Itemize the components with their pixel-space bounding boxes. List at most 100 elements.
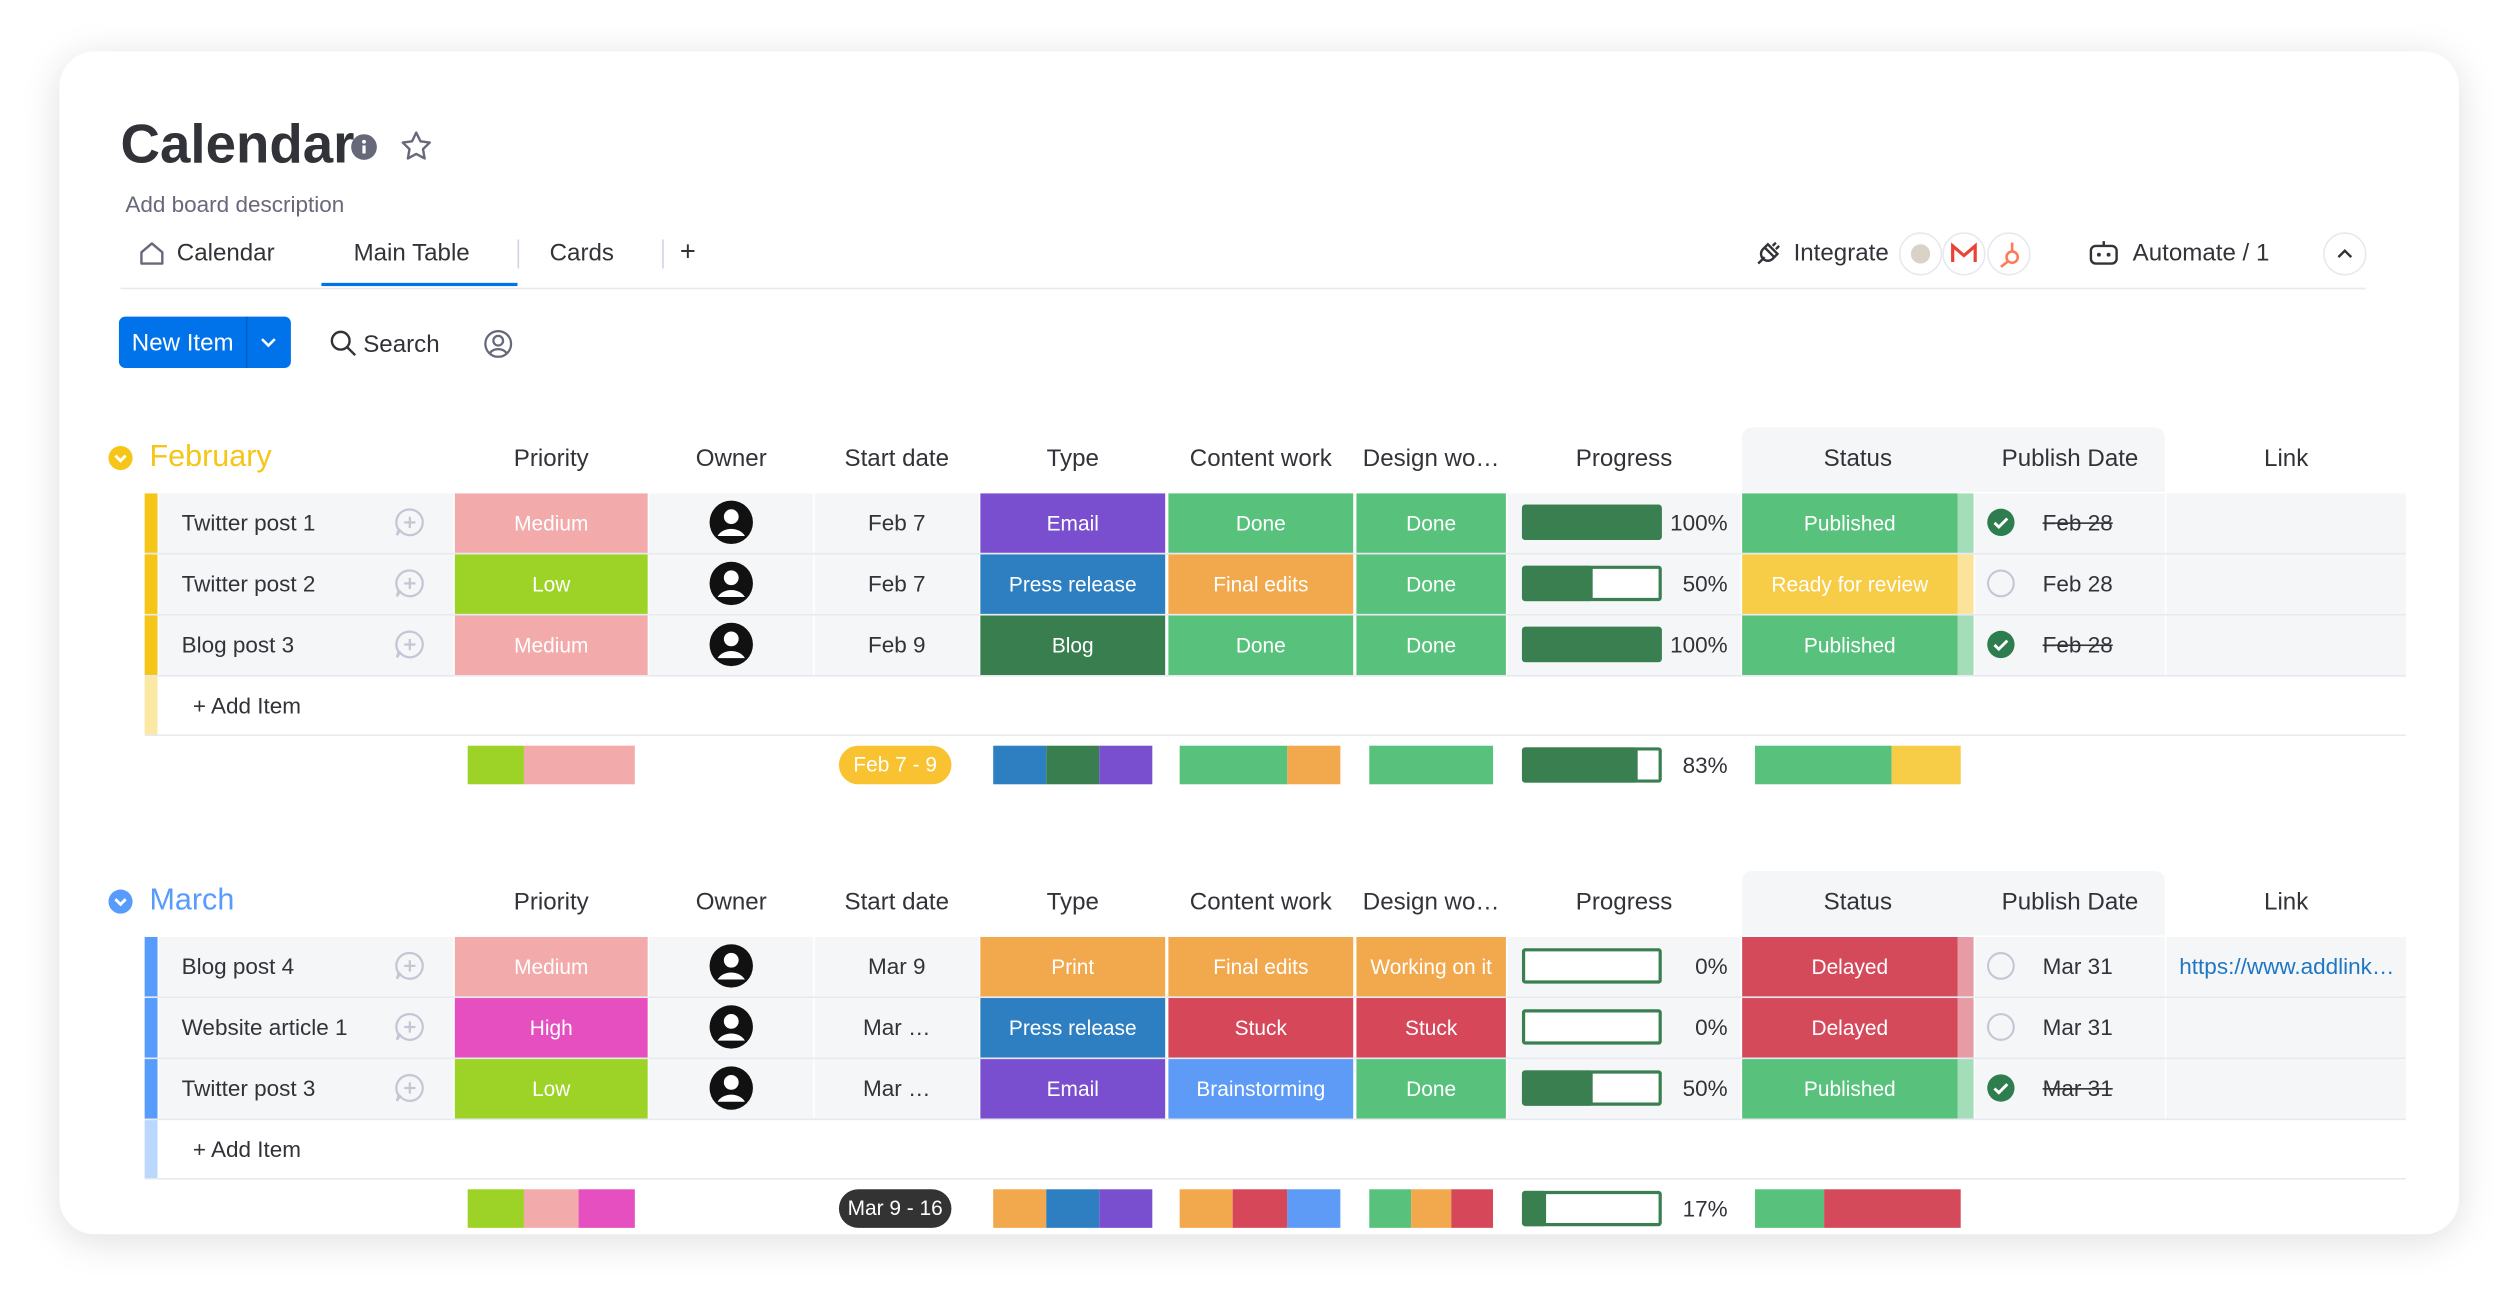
status-cell[interactable]	[454, 493, 648, 553]
link[interactable]: https://www.addlink…	[2179, 953, 2395, 979]
person-filter-icon[interactable]	[482, 328, 514, 360]
status-cell[interactable]	[1168, 615, 1354, 676]
status-cell[interactable]	[454, 615, 648, 676]
status-label[interactable]: Stuck	[1234, 1015, 1287, 1040]
status-cell[interactable]	[1168, 1059, 1354, 1119]
status-cell[interactable]	[1742, 998, 1958, 1058]
status-cell[interactable]	[1168, 998, 1354, 1058]
integrate-button[interactable]: Integrate	[1793, 239, 1889, 267]
group-title[interactable]: February	[149, 440, 272, 475]
add-view[interactable]: +	[679, 236, 696, 267]
column-header[interactable]: Content work	[1189, 888, 1332, 917]
owner-avatar[interactable]	[709, 1004, 754, 1057]
status-label[interactable]: Press release	[1008, 1015, 1137, 1040]
status-label[interactable]: Working on it	[1370, 954, 1492, 979]
owner-avatar[interactable]	[709, 561, 754, 614]
status-cell[interactable]	[980, 936, 1166, 997]
status-cell[interactable]	[980, 554, 1166, 614]
comment-icon[interactable]	[394, 1072, 426, 1112]
column-header[interactable]: Design wo…	[1362, 445, 1500, 473]
column-header[interactable]: Type	[1046, 445, 1099, 473]
comment-icon[interactable]	[394, 628, 426, 668]
column-header[interactable]: Start date	[844, 445, 950, 473]
column-header[interactable]: Content work	[1189, 445, 1332, 473]
status-cell[interactable]	[1742, 615, 1958, 676]
status-cell[interactable]	[1356, 615, 1506, 676]
comment-icon[interactable]	[394, 950, 426, 990]
item-name[interactable]: Twitter post 3	[181, 1075, 316, 1101]
status-cell[interactable]	[1356, 554, 1506, 614]
status-label[interactable]: Stuck	[1405, 1015, 1458, 1040]
comment-icon[interactable]	[394, 1011, 426, 1051]
status-label[interactable]: Print	[1051, 954, 1095, 979]
add-item[interactable]: + Add Item	[192, 692, 302, 719]
group-toggle[interactable]	[108, 445, 134, 479]
status-label[interactable]: Blog	[1051, 633, 1094, 658]
column-header[interactable]: Progress	[1575, 445, 1673, 473]
status-label[interactable]: Final edits	[1213, 572, 1309, 597]
column-header[interactable]: Owner	[695, 888, 767, 917]
owner-avatar[interactable]	[709, 943, 754, 996]
status-cell[interactable]	[1356, 1059, 1506, 1119]
tab[interactable]: Calendar	[176, 239, 275, 267]
comment-icon[interactable]	[394, 567, 426, 607]
status-label[interactable]: Low	[532, 572, 571, 597]
board-description[interactable]: Add board description	[125, 191, 345, 217]
status-label[interactable]: Delayed	[1811, 1015, 1889, 1040]
column-header[interactable]: Publish Date	[2001, 888, 2139, 917]
status-cell[interactable]	[1742, 493, 1958, 553]
status-label[interactable]: Email	[1046, 511, 1099, 536]
status-cell[interactable]	[1742, 554, 1958, 614]
status-cell[interactable]	[454, 1059, 648, 1119]
column-header[interactable]: Link	[2264, 445, 2309, 473]
status-cell[interactable]	[1356, 936, 1506, 997]
status-label[interactable]: Email	[1046, 1076, 1099, 1101]
status-cell[interactable]	[1742, 936, 1958, 997]
status-cell[interactable]	[1168, 554, 1354, 614]
status-label[interactable]: Press release	[1008, 572, 1137, 597]
owner-avatar[interactable]	[709, 1066, 754, 1119]
status-label[interactable]: Published	[1803, 1076, 1896, 1101]
status-label[interactable]: Brainstorming	[1196, 1076, 1326, 1101]
item-name[interactable]: Twitter post 1	[181, 509, 316, 536]
status-label[interactable]: Done	[1235, 633, 1286, 658]
status-cell[interactable]	[1168, 493, 1354, 553]
status-cell[interactable]	[980, 615, 1166, 676]
new-item-dropdown[interactable]	[257, 331, 280, 354]
item-name[interactable]: Website article 1	[181, 1014, 348, 1040]
column-header[interactable]: Design wo…	[1362, 888, 1500, 917]
column-header[interactable]: Publish Date	[2001, 445, 2139, 473]
collapse-button[interactable]	[2322, 231, 2367, 276]
status-label[interactable]: Medium	[514, 954, 589, 979]
status-cell[interactable]	[1168, 936, 1354, 997]
column-header[interactable]: Priority	[513, 445, 589, 473]
status-label[interactable]: Medium	[514, 633, 589, 658]
column-header[interactable]: Priority	[513, 888, 589, 917]
owner-avatar[interactable]	[709, 500, 754, 553]
status-cell[interactable]	[980, 998, 1166, 1058]
automate-button[interactable]: Automate / 1	[2132, 239, 2270, 267]
column-header[interactable]: Start date	[844, 888, 950, 917]
star-icon[interactable]	[400, 130, 432, 162]
status-label[interactable]: Done	[1235, 511, 1286, 536]
status-label[interactable]: Published	[1803, 633, 1896, 658]
status-label[interactable]: Done	[1406, 572, 1457, 597]
comment-icon[interactable]	[394, 506, 426, 546]
new-item-label[interactable]: New Item	[131, 329, 234, 357]
column-header[interactable]: Type	[1046, 888, 1099, 917]
info-icon[interactable]	[350, 133, 377, 160]
status-cell[interactable]	[1356, 493, 1506, 553]
owner-avatar[interactable]	[709, 622, 754, 675]
status-label[interactable]: High	[529, 1015, 573, 1040]
status-cell[interactable]	[454, 936, 648, 997]
status-label[interactable]: Done	[1406, 1076, 1457, 1101]
status-label[interactable]: Delayed	[1811, 954, 1889, 979]
column-header[interactable]: Owner	[695, 445, 767, 473]
status-label[interactable]: Published	[1803, 511, 1896, 536]
status-label[interactable]: Final edits	[1213, 954, 1309, 979]
search-button[interactable]: Search	[363, 331, 440, 359]
item-name[interactable]: Twitter post 2	[181, 570, 316, 597]
status-label[interactable]: Low	[532, 1076, 571, 1101]
status-cell[interactable]	[980, 493, 1166, 553]
status-cell[interactable]	[454, 998, 648, 1058]
